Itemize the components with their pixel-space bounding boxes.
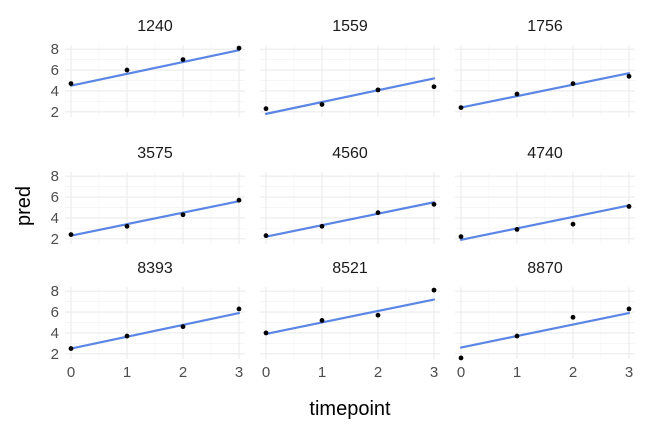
fit-line	[69, 49, 241, 87]
data-point	[626, 306, 632, 312]
data-point	[375, 210, 381, 216]
data-point	[626, 73, 632, 79]
data-point	[458, 355, 464, 361]
y-tick-label: 6	[51, 304, 59, 321]
panel-title: 4740	[527, 145, 563, 162]
panel-1756: 1756	[455, 18, 635, 117]
fit-line	[459, 311, 631, 349]
y-tick-label: 6	[51, 62, 59, 79]
data-point	[458, 234, 464, 240]
panel-title: 8870	[527, 260, 563, 277]
y-tick-label: 8	[51, 168, 59, 185]
data-point	[514, 91, 520, 97]
fit-line	[264, 298, 436, 336]
panel-title: 8521	[332, 260, 368, 277]
panel-title: 3575	[137, 145, 173, 162]
x-tick-label: 3	[235, 364, 243, 381]
fit-line	[264, 77, 436, 115]
data-point	[626, 204, 632, 209]
data-point	[180, 324, 186, 330]
y-tick-label: 2	[51, 346, 59, 363]
x-tick-label: 1	[318, 364, 326, 381]
panel-1240: 1240 2 4 6 8	[51, 18, 245, 121]
x-tick-label: 2	[374, 364, 382, 381]
panel-title: 8393	[137, 260, 173, 277]
data-point	[236, 45, 242, 51]
data-point	[431, 201, 437, 207]
data-point	[319, 102, 325, 107]
data-point	[431, 287, 437, 293]
data-point	[375, 312, 381, 318]
fit-line	[69, 200, 241, 237]
data-point	[514, 226, 520, 232]
y-axis-title: pred	[13, 186, 35, 226]
data-point	[458, 105, 464, 111]
x-tick-label: 3	[430, 364, 438, 381]
data-point	[68, 81, 74, 87]
data-point	[68, 346, 74, 351]
data-point	[236, 197, 242, 203]
panel-8870: 8870 0 1 2 3	[455, 260, 635, 381]
x-tick-label: 0	[67, 364, 75, 381]
x-tick-label: 0	[262, 364, 270, 381]
x-tick-label: 2	[179, 364, 187, 381]
y-tick-label: 4	[51, 325, 59, 342]
panel-8393: 8393 2 4 6 8 0 1 2 3	[51, 260, 245, 381]
data-point	[319, 317, 325, 323]
data-point	[263, 233, 269, 239]
data-point	[514, 333, 520, 339]
x-tick-label: 1	[513, 364, 521, 381]
data-point	[319, 223, 325, 229]
y-tick-label: 6	[51, 189, 59, 206]
data-point	[570, 221, 576, 227]
x-tick-label: 0	[457, 364, 465, 381]
data-point	[124, 223, 130, 229]
panel-title: 1240	[137, 18, 173, 35]
panel-8521: 8521 0 1 2 3	[260, 260, 440, 381]
fit-line	[459, 72, 631, 109]
x-axis-title: timepoint	[309, 398, 391, 420]
data-point	[180, 57, 186, 63]
fit-line	[459, 204, 631, 241]
data-point	[68, 232, 74, 238]
x-tick-label: 3	[625, 364, 633, 381]
y-tick-label: 8	[51, 41, 59, 58]
y-tick-label: 8	[51, 283, 59, 300]
y-tick-label: 2	[51, 104, 59, 121]
data-point	[124, 67, 130, 73]
data-point	[570, 81, 576, 87]
panel-4560: 4560	[260, 145, 440, 244]
data-point	[263, 330, 269, 336]
data-point	[124, 333, 130, 339]
y-tick-label: 4	[51, 210, 59, 227]
y-tick-label: 4	[51, 83, 59, 100]
y-tick-label: 2	[51, 231, 59, 248]
data-point	[431, 84, 437, 90]
x-tick-label: 1	[123, 364, 131, 381]
panel-title: 1559	[332, 18, 368, 35]
data-point	[180, 212, 186, 218]
panel-4740: 4740	[455, 145, 635, 244]
fit-line	[264, 201, 436, 238]
data-point	[375, 87, 381, 93]
panel-title: 1756	[527, 18, 563, 35]
data-point	[570, 314, 576, 320]
data-point	[263, 106, 269, 112]
x-tick-label: 2	[569, 364, 577, 381]
panel-3575: 3575 2 4 6 8	[51, 145, 245, 248]
data-point	[236, 306, 242, 312]
panel-1559: 1559	[260, 18, 440, 117]
panel-title: 4560	[332, 145, 368, 162]
fit-line	[69, 311, 241, 350]
